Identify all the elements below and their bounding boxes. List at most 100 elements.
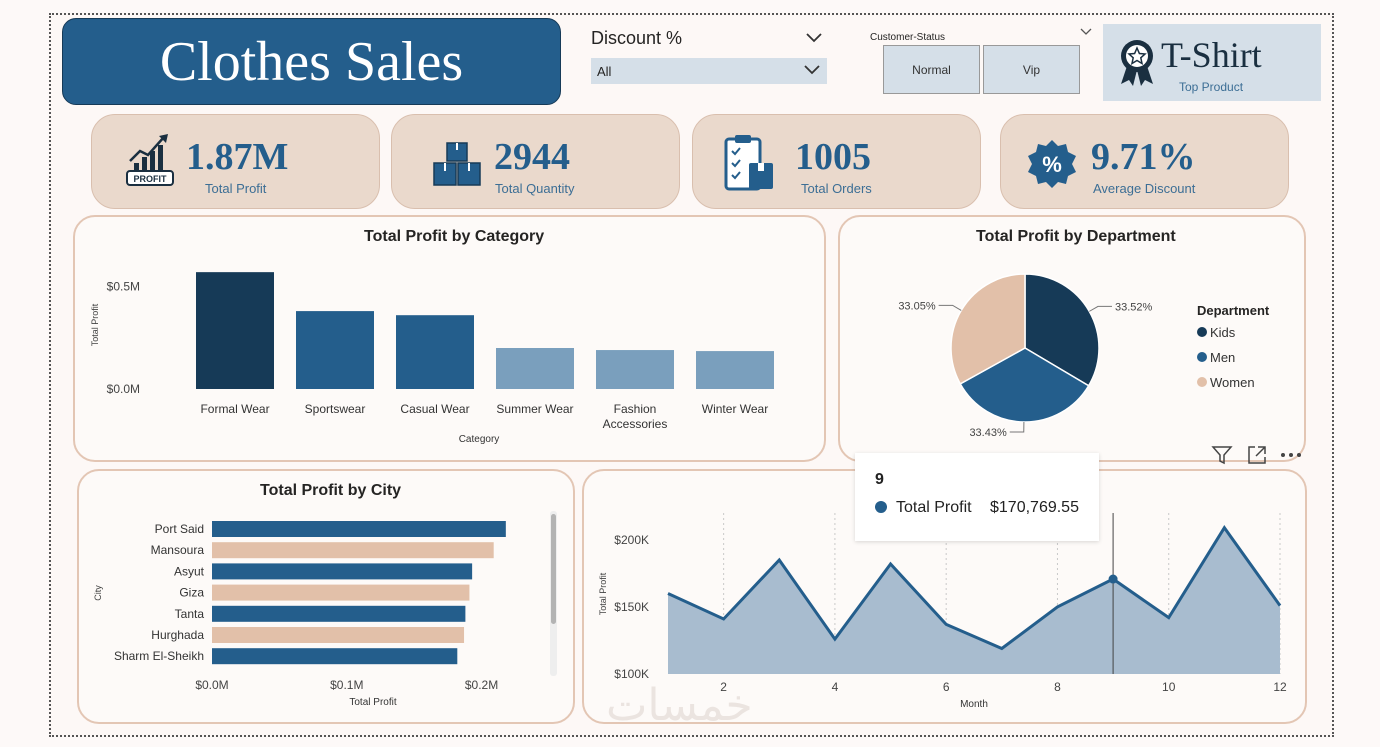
tooltip-title: 9	[875, 471, 884, 488]
bar-port-said[interactable]	[212, 521, 506, 537]
legend-label: Kids	[1210, 325, 1236, 340]
clipboard-orders-icon	[724, 135, 773, 191]
department-pie-chart[interactable]: 33.52% 33.43% 33.05% Department Kids Men Women	[838, 215, 1306, 462]
kpi-average-discount: % 9.71% Average Discount	[1000, 114, 1289, 209]
x-tick-label: Accessories	[603, 417, 668, 431]
kpi-value: 2944	[494, 136, 570, 178]
discount-slicer[interactable]: Discount % All	[591, 28, 827, 86]
customer-status-slicer[interactable]: Customer-Status Normal Vip	[870, 27, 1092, 94]
x-tick-label: Sportswear	[305, 402, 366, 416]
discount-dropdown[interactable]: All	[591, 58, 827, 84]
top-product-caption: Top Product	[1179, 80, 1244, 94]
bar-winter-wear[interactable]	[696, 351, 774, 389]
discount-slicer-label: Discount %	[591, 28, 683, 48]
bar-tanta[interactable]	[212, 605, 466, 622]
legend-marker-women[interactable]	[1197, 377, 1207, 387]
dropdown-chevron-icon[interactable]	[803, 62, 821, 78]
x-axis-label: Total Profit	[349, 697, 396, 708]
tooltip-series-dot	[875, 501, 887, 513]
bar-giza[interactable]	[212, 584, 470, 601]
legend-marker-men[interactable]	[1197, 352, 1207, 362]
kpi-value: 9.71%	[1091, 136, 1196, 178]
y-tick-label: Tanta	[175, 607, 205, 621]
chevron-down-icon[interactable]	[1080, 27, 1092, 39]
bar-fashion-accessories[interactable]	[596, 350, 674, 389]
bar-summer-wear[interactable]	[496, 348, 574, 389]
bar-formal-wear[interactable]	[196, 272, 274, 389]
vip-status-button[interactable]: Vip	[983, 45, 1080, 94]
x-tick-label: 12	[1273, 680, 1287, 694]
y-tick-label: Mansoura	[151, 543, 205, 557]
city-chart-title: Total Profit by City	[260, 482, 402, 499]
customer-status-label: Customer-Status	[870, 32, 946, 43]
x-tick-label: 4	[832, 680, 839, 694]
x-tick-label: $0.2M	[465, 678, 498, 692]
bar-asyut[interactable]	[212, 563, 473, 580]
city-bar-chart[interactable]: Port Said Mansoura Asyut Giza Tanta Hurghada S…	[77, 469, 575, 724]
page-title: Clothes Sales	[159, 30, 464, 93]
legend-marker-kids[interactable]	[1197, 327, 1207, 337]
focus-mode-icon[interactable]	[1246, 444, 1268, 466]
top-product-card: T-Shirt Top Product	[1103, 24, 1321, 101]
watermark-text: خمسات	[606, 680, 753, 731]
filter-icon[interactable]	[1211, 444, 1233, 466]
svg-text:PROFIT: PROFIT	[134, 174, 168, 184]
pie-leader-line	[1089, 305, 1112, 312]
legend-label: Men	[1210, 350, 1235, 365]
pie-slice-women[interactable]	[950, 273, 1026, 385]
x-tick-label: 10	[1162, 680, 1176, 694]
hover-point[interactable]	[1108, 574, 1118, 584]
y-axis-label: Total Profit	[90, 303, 100, 346]
month-area-chart[interactable]: 2 4 6 8 10 12 $100K $150K $200K Total Profit Month	[582, 469, 1307, 724]
x-tick-label: 8	[1054, 680, 1061, 694]
x-tick-label: Formal Wear	[200, 402, 269, 416]
discount-dropdown-value: All	[597, 64, 612, 79]
y-axis-label: City	[93, 585, 103, 601]
y-tick-label: $0.0M	[107, 382, 140, 396]
kpi-value: 1005	[795, 136, 871, 178]
tooltip-value: $170,769.55	[990, 499, 1079, 516]
x-tick-label: Winter Wear	[702, 402, 768, 416]
bar-sharm-el-sheikh[interactable]	[212, 648, 458, 665]
bar-hurghada[interactable]	[212, 627, 465, 643]
pie-value-label: 33.43%	[969, 427, 1007, 439]
kpi-value: 1.87M	[186, 136, 289, 178]
y-tick-label: $200K	[614, 533, 649, 547]
kpi-caption: Total Quantity	[495, 181, 575, 196]
visual-header-toolbar	[1203, 440, 1309, 468]
award-ribbon-icon	[1121, 40, 1153, 86]
title-banner: Clothes Sales	[62, 18, 561, 105]
boxes-icon	[433, 142, 481, 186]
category-chart-title: Total Profit by Category	[364, 228, 545, 245]
x-tick-label: Summer Wear	[496, 402, 573, 416]
chart-tooltip: 9 Total Profit $170,769.55	[855, 453, 1099, 541]
y-tick-label: $150K	[614, 600, 649, 614]
x-tick-label: 2	[720, 680, 727, 694]
normal-status-button[interactable]: Normal	[883, 45, 980, 94]
y-tick-label: Giza	[179, 586, 204, 600]
x-tick-label: $0.0M	[195, 678, 228, 692]
category-bar-chart[interactable]: $0.0M $0.5M Total Profit Formal Wear Sportsw…	[73, 215, 826, 462]
pie-value-label: 33.05%	[898, 300, 936, 312]
y-tick-label: $100K	[614, 667, 649, 681]
area-fill[interactable]	[668, 527, 1280, 674]
scrollbar-thumb[interactable]	[551, 514, 556, 624]
x-tick-label: Fashion	[614, 402, 657, 416]
y-tick-label: Sharm El-Sheikh	[114, 649, 204, 663]
y-tick-label: Port Said	[155, 522, 204, 536]
y-tick-label: Hurghada	[151, 628, 204, 642]
y-axis-label: Total Profit	[598, 572, 608, 615]
pie-value-label: 33.52%	[1115, 301, 1153, 313]
kpi-caption: Average Discount	[1093, 181, 1196, 196]
bar-casual-wear[interactable]	[396, 315, 474, 389]
series-line[interactable]	[667, 525, 1282, 651]
more-options-icon[interactable]	[1279, 444, 1303, 466]
chevron-down-icon[interactable]	[805, 30, 823, 46]
bar-sportswear[interactable]	[296, 311, 374, 389]
y-tick-label: Asyut	[174, 564, 205, 578]
x-tick-label: Casual Wear	[400, 402, 469, 416]
top-product-name: T-Shirt	[1161, 35, 1262, 75]
bar-mansoura[interactable]	[212, 542, 494, 559]
kpi-total-orders: 1005 Total Orders	[692, 114, 981, 209]
